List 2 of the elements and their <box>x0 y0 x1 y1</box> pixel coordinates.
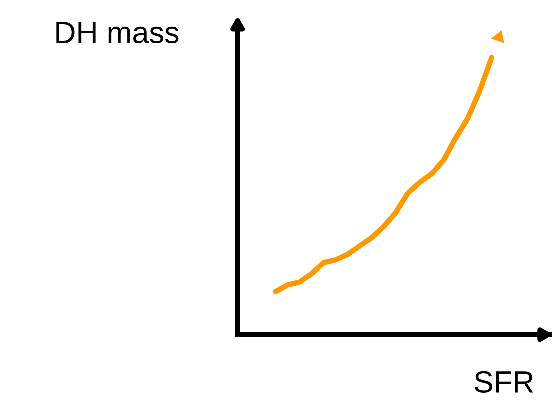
y-axis-title: DH mass <box>56 22 179 44</box>
x-axis-title: SFR <box>474 371 534 393</box>
